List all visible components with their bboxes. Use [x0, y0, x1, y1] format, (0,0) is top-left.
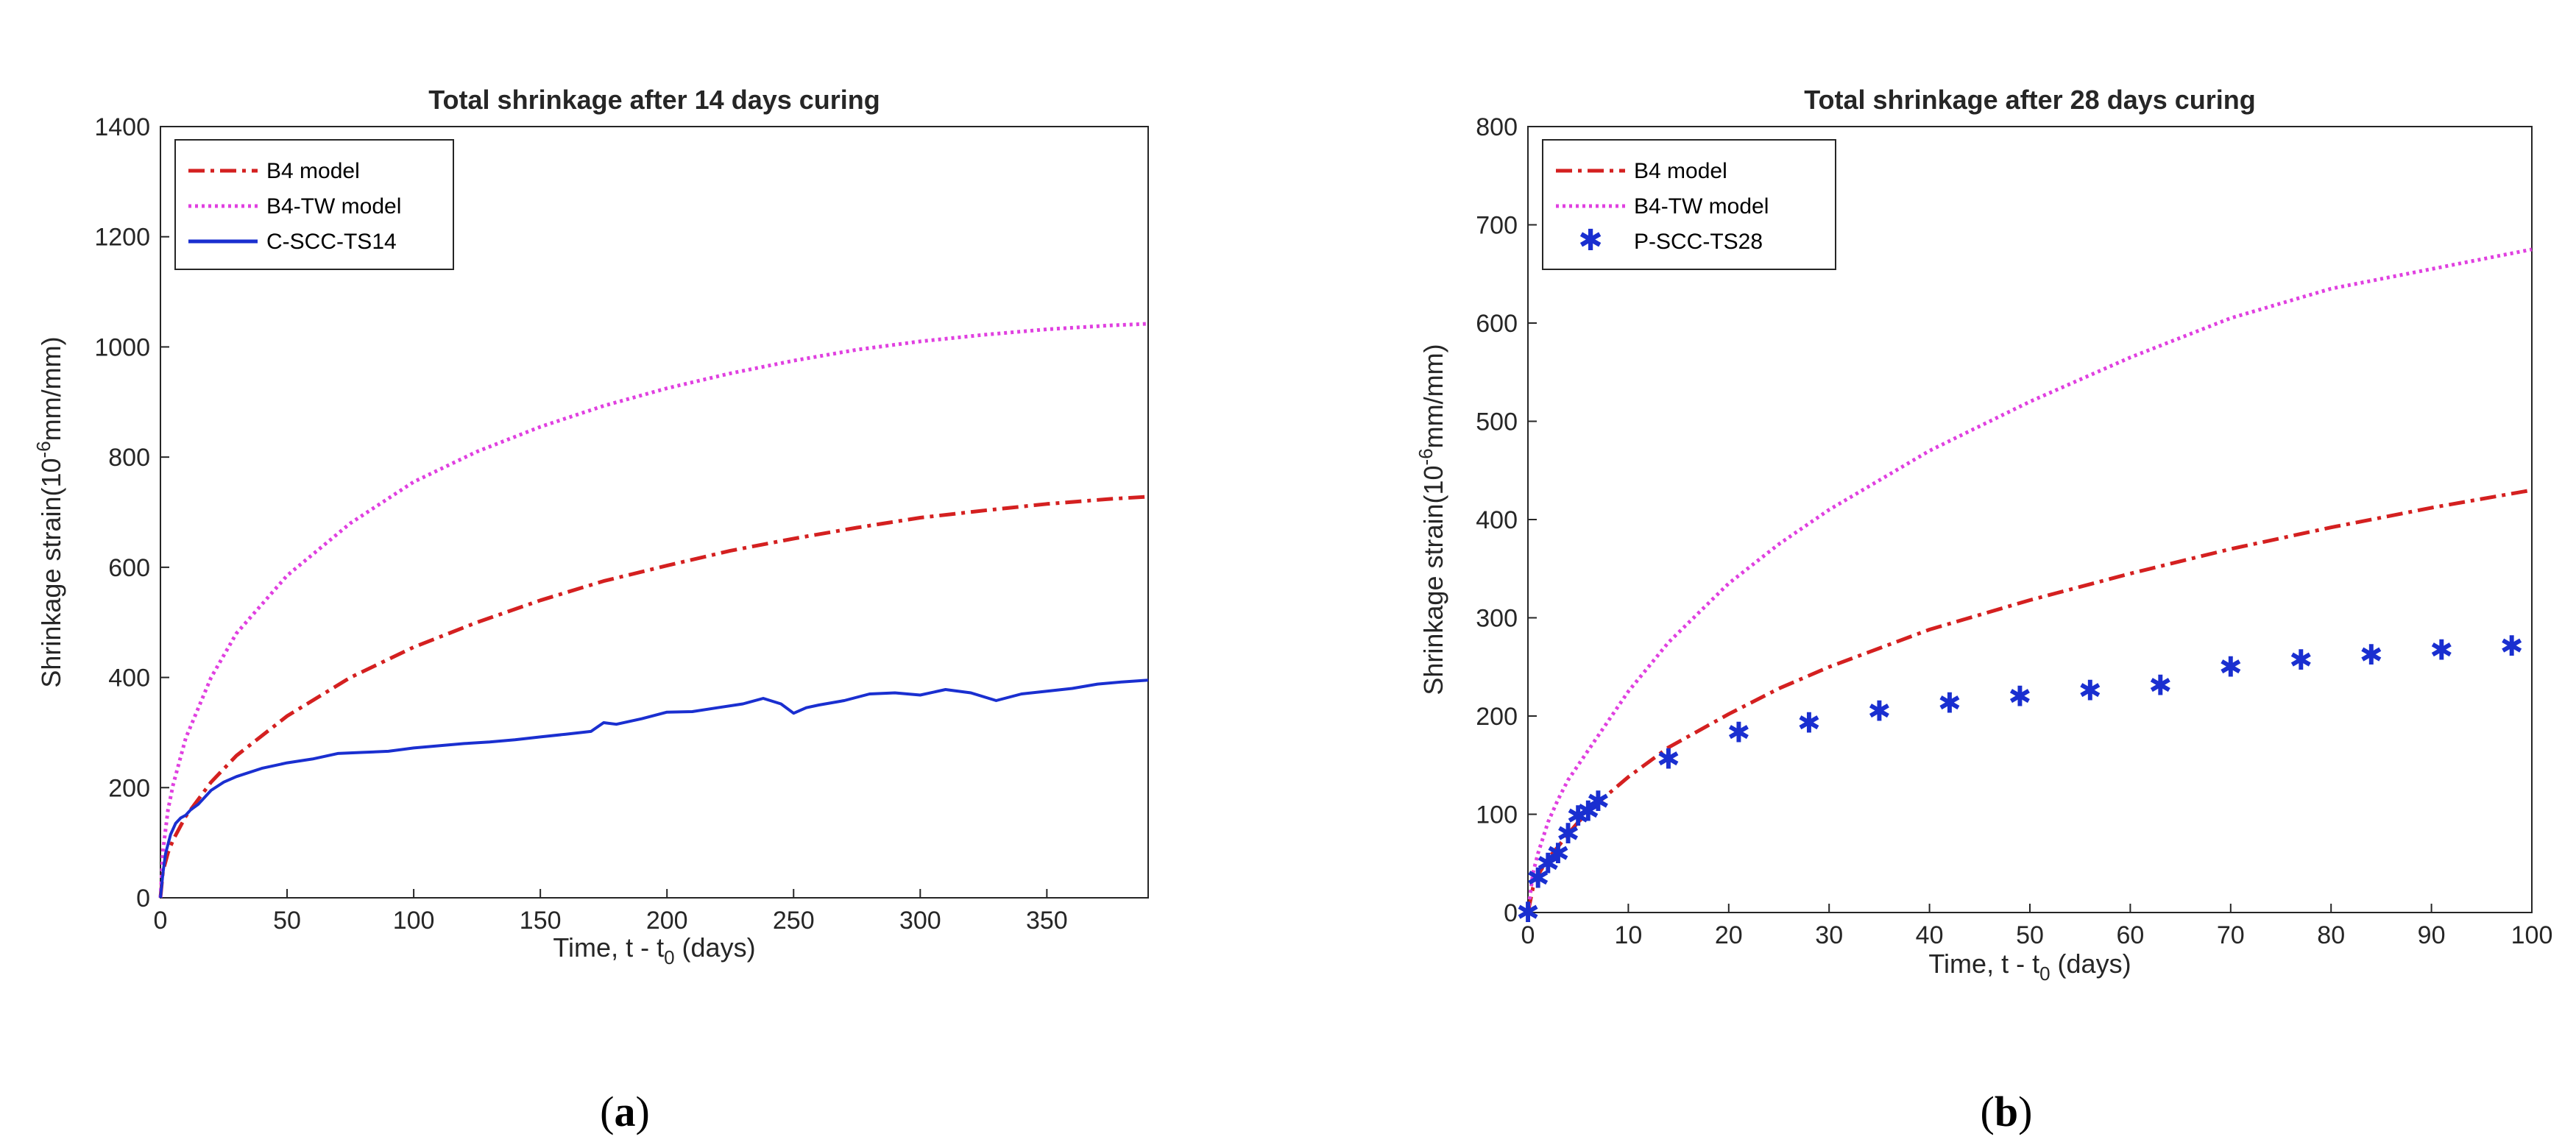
x-tick-label: 100 [393, 907, 435, 935]
x-tick-label: 70 [2217, 921, 2245, 949]
y-tick-label: 1200 [94, 224, 150, 252]
y-tick-label: 200 [1476, 703, 1518, 731]
data-point: ✱ [1516, 896, 1540, 929]
legend-label-b4-b: B4 model [1634, 159, 1727, 183]
data-point: ✱ [1797, 706, 1821, 739]
chart-title-b: Total shrinkage after 28 days curing [1804, 85, 2256, 115]
legend-label-b4-a: B4 model [266, 159, 360, 183]
x-tick-label: 10 [1614, 921, 1642, 949]
y-axis-label-b: Shrinkage strain(10-6mm/mm) [1415, 344, 1448, 695]
data-point: ✱ [1938, 687, 1961, 720]
x-label-sub-a: 0 [664, 946, 674, 968]
y-tick-label: 400 [1476, 506, 1518, 534]
data-point: ✱ [1566, 800, 1590, 832]
data-point: ✱ [1727, 717, 1751, 749]
x-axis-label-b: Time, t - t0 (days) [1928, 949, 2131, 985]
x-tick-label: 60 [2116, 921, 2144, 949]
legend-label-measured-a: C-SCC-TS14 [266, 230, 397, 254]
legend-label-b4tw-a: B4-TW model [266, 194, 401, 219]
y-axis-label-a: Shrinkage strain(10-6mm/mm) [32, 336, 66, 687]
y-tick-label: 800 [1476, 113, 1518, 141]
y-tick-label: 600 [108, 554, 150, 582]
x-tick-label: 50 [273, 907, 301, 935]
y-label-sup-b: -6 [1415, 448, 1437, 465]
y-tick-label: 800 [108, 444, 150, 472]
y-tick-label: 0 [136, 885, 150, 913]
x-tick-label: 0 [154, 907, 168, 935]
legend-label-measured-b: P-SCC-TS28 [1634, 230, 1763, 254]
data-point: ✱ [2430, 634, 2453, 667]
ticks-a: 0 50 100 150 200 250 300 350 0 200 400 600 800 1000 12… [94, 113, 1067, 935]
data-point: ✱ [1657, 743, 1680, 776]
data-point: ✱ [1577, 795, 1600, 827]
y-tick-label: 1400 [94, 113, 150, 141]
x-tick-label: 0 [1521, 921, 1535, 949]
y-label-main-a: Shrinkage strain(10 [36, 458, 66, 687]
x-axis-label-a: Time, t - t0 (days) [553, 932, 755, 968]
x-tick-label: 150 [520, 907, 562, 935]
series-line-b4 [1526, 488, 2533, 913]
y-tick-label: 100 [1476, 801, 1518, 829]
data-point: ✱ [2360, 639, 2383, 671]
x-tick-label: 20 [1715, 921, 1743, 949]
y-tick-label: 500 [1476, 408, 1518, 436]
data-point: ✱ [1546, 837, 1570, 870]
x-label-sub-b: 0 [2039, 963, 2050, 985]
panel-b: 0 10 20 30 40 50 60 70 80 90 100 0 100 200 300 400 500 60… [1415, 85, 2552, 1135]
data-point: ✱ [1526, 862, 1550, 894]
y-tick-label: 400 [108, 665, 150, 692]
x-tick-label: 200 [646, 907, 688, 935]
data-point: ✱ [1536, 847, 1560, 879]
x-label-main-a: Time, t - t [553, 932, 664, 963]
x-tick-label: 30 [1815, 921, 1843, 949]
data-point: ✱ [2219, 651, 2243, 683]
data-point: ✱ [2078, 674, 2102, 706]
x-tick-label: 350 [1026, 907, 1068, 935]
data-point: ✱ [2148, 670, 2172, 702]
y-tick-label: 200 [108, 774, 150, 802]
y-tick-label: 0 [1504, 899, 1518, 927]
y-tick-label: 700 [1476, 212, 1518, 240]
data-point: ✱ [2289, 644, 2313, 676]
x-label-tail-b: (days) [2050, 949, 2131, 979]
y-label-tail-b: mm/mm) [1418, 344, 1448, 448]
y-tick-label: 1000 [94, 333, 150, 361]
series-line-b4tw [1526, 247, 2533, 913]
data-point: ✱ [2008, 680, 2031, 712]
data-point: ✱ [2500, 630, 2524, 662]
legend-label-b4tw-b: B4-TW model [1634, 194, 1769, 219]
series-line-b4tw [158, 322, 1149, 899]
y-label-main-b: Shrinkage strain(10 [1418, 465, 1448, 695]
ticks-b: 0 10 20 30 40 50 60 70 80 90 100 0 100 200 300 400 500 60… [1476, 113, 2552, 949]
caption-a: (a) [600, 1088, 650, 1135]
series-a [158, 322, 1149, 899]
series-b: ✱✱✱✱✱✱✱✱✱✱ ✱ ✱ ✱ ✱ ✱ ✱✱ ✱ ✱ ✱ ✱ [1516, 247, 2533, 929]
x-tick-label: 100 [2511, 921, 2553, 949]
y-tick-label: 600 [1476, 310, 1518, 338]
panel-a: 0 50 100 150 200 250 300 350 0 200 400 600 800 1000 12… [32, 85, 1149, 1135]
series-line-b4 [158, 495, 1149, 899]
caption-b: (b) [1981, 1088, 2033, 1135]
x-label-tail-a: (days) [675, 932, 756, 963]
data-point: ✱ [1867, 695, 1891, 727]
x-tick-label: 250 [773, 907, 815, 935]
x-tick-label: 80 [2317, 921, 2345, 949]
y-tick-label: 300 [1476, 605, 1518, 633]
legend-b: B4 model B4-TW model ✱ P-SCC-TS28 [1542, 139, 1836, 270]
x-label-main-b: Time, t - t [1928, 949, 2039, 979]
series-line-measured [159, 678, 1149, 899]
x-tick-label: 40 [1916, 921, 1944, 949]
x-tick-label: 300 [899, 907, 941, 935]
chart-title-a: Total shrinkage after 14 days curing [428, 85, 880, 115]
data-point: ✱ [1587, 785, 1610, 818]
y-label-sup-a: -6 [32, 441, 54, 458]
x-tick-label: 50 [2016, 921, 2044, 949]
data-point: ✱ [1557, 818, 1580, 850]
legend-swatch-measured-b: ✱ [1578, 224, 1603, 258]
legend-a: B4 model B4-TW model C-SCC-TS14 [174, 139, 454, 270]
x-tick-label: 90 [2418, 921, 2446, 949]
y-label-tail-a: mm/mm) [36, 336, 66, 441]
